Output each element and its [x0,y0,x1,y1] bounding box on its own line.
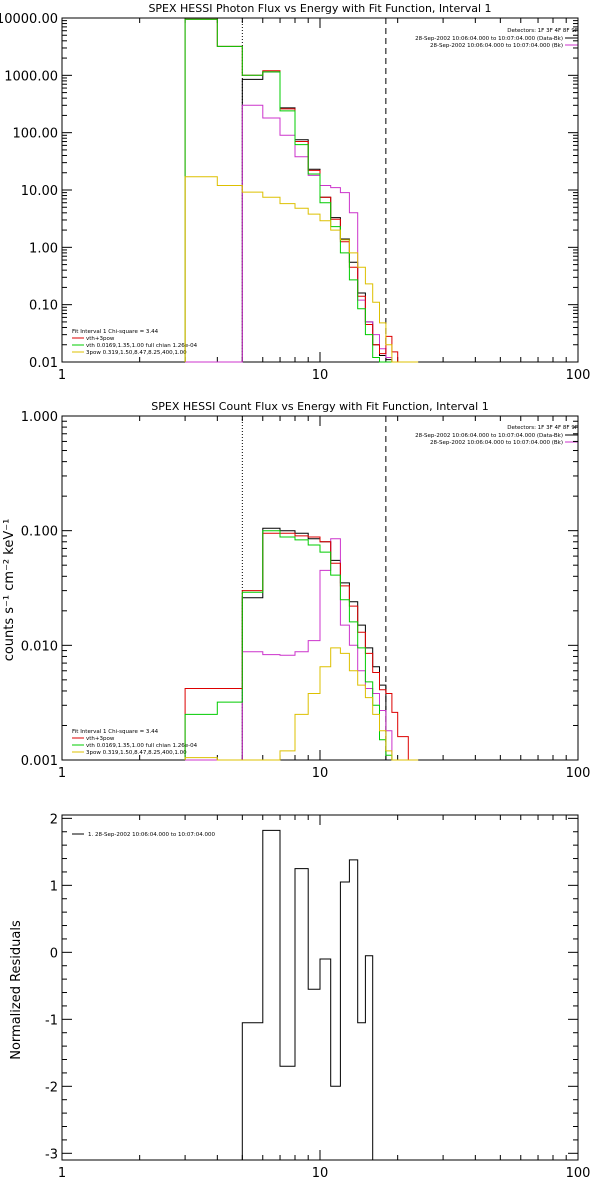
x-tick-label: 100 [566,766,591,781]
y-tick-label: 0.010 [21,639,58,654]
y-tick-label: 10.00 [21,184,58,199]
residuals-panel: Normalized Residuals 1. 28-Sep-2002 10:0… [9,812,590,1181]
legend-pow-text: 3pow 0.319,1.50,8.47,8.25,400,1.00 [86,350,187,356]
x-tick-label: 10 [312,766,329,781]
series-bk-line [185,538,419,761]
legend-vth-text: vth 0.0169,1.35,1.00 full chian 1.26e-04 [86,343,198,349]
x-tick-label: 1 [58,766,66,781]
chart-title: SPEX HESSI Count Flux vs Energy with Fit… [151,400,488,413]
legend-total-text: vth+3pow [86,336,115,342]
legend-top-line-1: Detectors: 1F 3F 4F 8F 9F [507,28,578,34]
legend-fit-text: Fit Interval 1 Chi-square = 3.44 [72,729,159,735]
y-tick-label: 0 [50,946,58,961]
y-tick-label: 2 [50,812,58,827]
legend-pow-text: 3pow 0.319,1.50,8.47,8.25,400,1.00 [86,750,187,756]
x-tick-label: 10 [312,368,329,383]
series-residuals-line [241,829,386,1161]
x-tick-label: 10 [312,1166,329,1181]
legend-vth-text: vth 0.0169,1.35,1.00 full chian 1.26e-04 [86,743,198,749]
y-axis-label: counts s⁻¹ cm⁻² keV⁻¹ [2,519,17,662]
legend-top-line-2: 28-Sep-2002 10:06:04.000 to 10:07:04.000… [415,433,563,439]
legend-top-line-1: Detectors: 1F 3F 4F 8F 9F [507,425,578,431]
y-axis-label: Normalized Residuals [9,920,24,1060]
legend-total-text: vth+3pow [86,736,115,742]
x-tick-label: 1 [58,1166,66,1181]
y-tick-label: -2 [45,1080,58,1095]
legend-fit-text: Fit Interval 1 Chi-square = 3.44 [72,329,159,335]
chart-title: SPEX HESSI Photon Flux vs Energy with Fi… [148,2,491,15]
y-tick-label: 100.00 [13,127,59,142]
y-tick-label: 10000.00 [0,12,58,27]
series-pow-line [184,647,419,761]
x-tick-label: 1 [58,368,66,383]
y-tick-label: 0.100 [21,525,58,540]
legend-top-line-2: 28-Sep-2002 10:06:04.000 to 10:07:04.000… [415,36,563,42]
x-tick-label: 100 [566,368,591,383]
y-tick-label: 1000.00 [4,69,58,84]
y-tick-label: 0.10 [29,299,58,314]
count-flux-panel: SPEX HESSI Count Flux vs Energy with Fit… [2,400,590,781]
y-tick-label: -1 [45,1013,58,1028]
y-tick-label: 0.001 [21,754,58,769]
y-tick-label: 0.01 [29,356,58,371]
legend-top-line-3: 28-Sep-2002 10:06:04.000 to 10:07:04.000… [430,43,563,49]
photon-flux-panel: SPEX HESSI Photon Flux vs Energy with Fi… [0,2,590,383]
legend-residuals-text: 1. 28-Sep-2002 10:06:04.000 to 10:07:04.… [88,832,215,838]
legend-top-line-3: 28-Sep-2002 10:06:04.000 to 10:07:04.000… [430,440,563,446]
series-pow-line [184,176,419,363]
y-tick-label: 1.00 [29,241,58,256]
x-tick-label: 100 [566,1166,591,1181]
y-tick-label: 1.000 [21,410,58,425]
y-tick-label: -3 [45,1147,58,1162]
y-tick-label: 1 [50,879,58,894]
